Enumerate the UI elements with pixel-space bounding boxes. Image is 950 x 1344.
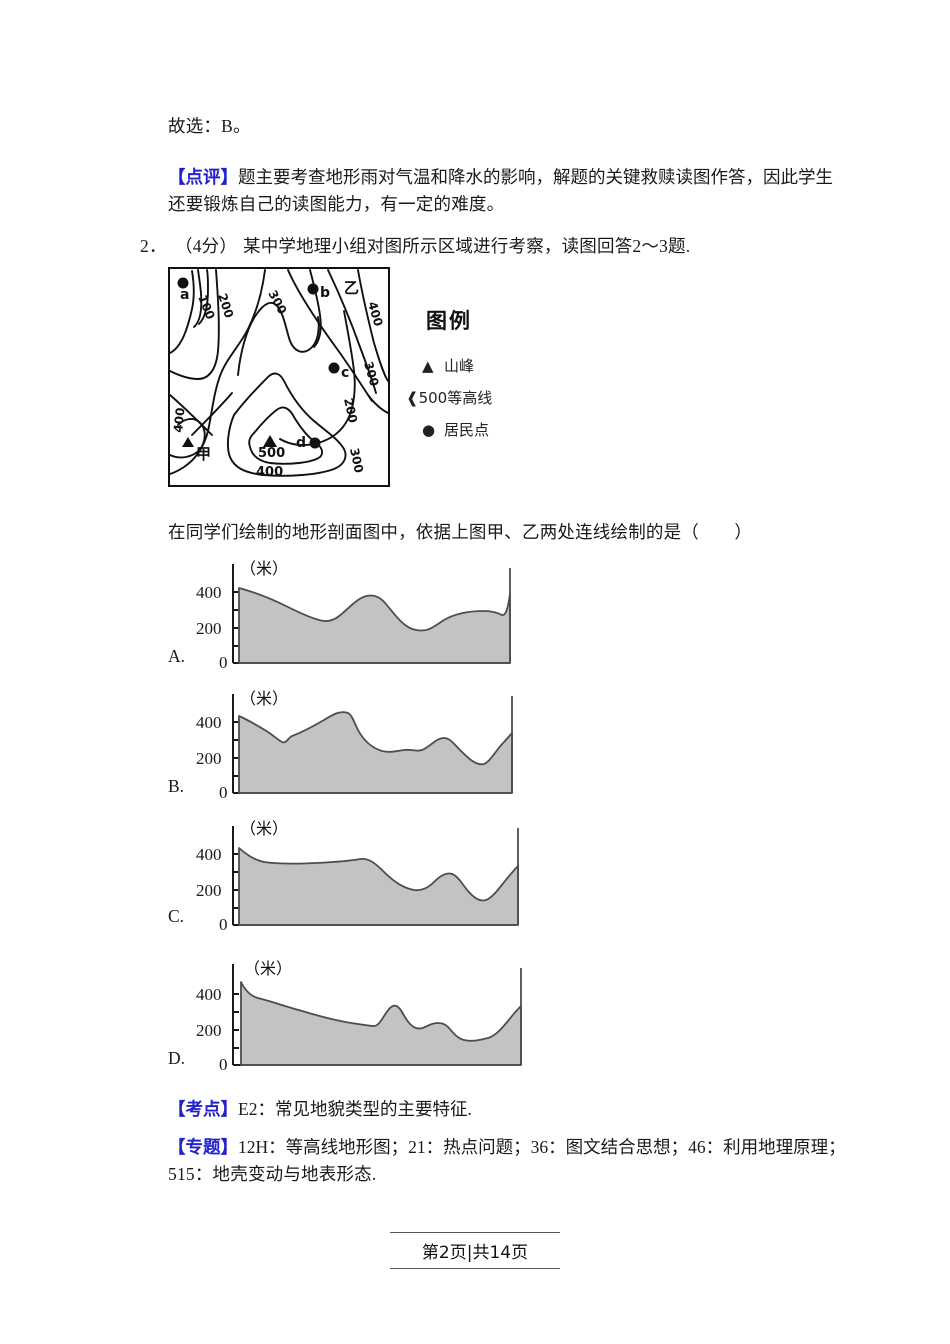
question-text: 某中学地理小组对图所示区域进行考察，读图回答2～3题.: [243, 236, 691, 256]
page-footer: 第2页|共14页: [421, 1243, 529, 1263]
chart-c-ylabel: （米）: [240, 819, 288, 838]
option-label-b: B.: [168, 776, 185, 796]
zhuanti-text-line1: 12H：等高线地形图；21：热点问题；36：图文结合思想；46：利用地理原理；: [238, 1137, 846, 1157]
legend-item-peak: ▲ 山峰: [422, 355, 474, 376]
contour-map-figure: 100 200 300 400 300 200 300 400 500 400 …: [168, 267, 390, 487]
zhuanti-line: 【专题】12H：等高线地形图；21：热点问题；36：图文结合思想；46：利用地理…: [168, 1128, 846, 1166]
svg-text:d: d: [296, 435, 306, 451]
svg-text:400: 400: [256, 465, 283, 480]
footer-rule-top: [390, 1232, 560, 1233]
comment-text-line1: 题主要考查地形雨对气温和降水的影响，解题的关键救赎读图作答，因此学生: [238, 167, 833, 187]
legend-value-contour: 500: [418, 389, 448, 407]
answer-line: 故选：B。: [168, 116, 251, 136]
svg-text:300: 300: [347, 447, 366, 474]
kaodian-line: 【考点】E2：常见地貌类型的主要特征.: [168, 1090, 472, 1128]
chart-b-ylabel: （米）: [240, 689, 288, 708]
contour-line-icon: ❰: [406, 389, 419, 407]
svg-text:400: 400: [365, 300, 385, 328]
zhuanti-text-line2: 515：地壳变动与地表形态.: [168, 1164, 377, 1184]
chart-a-ytick-200: 200: [196, 619, 222, 638]
svg-text:c: c: [341, 365, 349, 381]
triangle-peak-icon: ▲: [422, 357, 434, 375]
option-label-c: C.: [168, 906, 185, 926]
chart-b-area: [238, 711, 513, 794]
kaodian-text: E2：常见地貌类型的主要特征.: [238, 1099, 472, 1119]
kaodian-tag: 【考点】: [168, 1099, 238, 1119]
svg-text:乙: 乙: [344, 279, 359, 297]
footer-rule-bottom: [390, 1268, 560, 1269]
option-label-a: A.: [168, 646, 186, 666]
legend-item-settlement: ● 居民点: [422, 419, 489, 440]
svg-text:a: a: [180, 287, 189, 303]
option-label-d: D.: [168, 1048, 186, 1068]
chart-d-area: [240, 981, 522, 1066]
map-legend: 图例 ▲ 山峰 ❰500等高线 ● 居民点: [404, 305, 534, 445]
chart-d-ytick-400: 400: [196, 985, 222, 1004]
comment-tag: 【点评】: [168, 167, 238, 187]
chart-d-ylabel: （米）: [244, 959, 292, 978]
chart-b-ytick-200: 200: [196, 749, 222, 768]
profile-chart-b: （米） 400 200 0: [192, 688, 532, 806]
chart-c-ytick-400: 400: [196, 845, 222, 864]
dot-settlement-icon: ●: [422, 421, 436, 439]
chart-d-ytick-200: 200: [196, 1021, 222, 1040]
profile-chart-a: （米） 400 200 0: [192, 558, 532, 676]
zhuanti-tag: 【专题】: [168, 1137, 238, 1157]
svg-text:300: 300: [361, 360, 381, 388]
chart-b-ytick-0: 0: [219, 783, 228, 802]
legend-label-contour: 等高线: [447, 389, 493, 407]
legend-label-settlement: 居民点: [444, 421, 490, 439]
svg-text:400: 400: [171, 407, 188, 433]
svg-text:500: 500: [258, 446, 285, 461]
chart-b-ytick-400: 400: [196, 713, 222, 732]
legend-title: 图例: [426, 309, 472, 333]
profile-chart-c: （米） 400 200 0: [192, 818, 532, 936]
comment-block: 【点评】题主要考查地形雨对气温和降水的影响，解题的关键救赎读图作答，因此学生: [168, 158, 888, 196]
legend-item-contour: ❰500等高线: [406, 387, 492, 408]
chart-c-area: [238, 847, 519, 926]
svg-text:200: 200: [341, 397, 360, 424]
chart-c-ytick-200: 200: [196, 881, 222, 900]
profile-chart-d: （米） 400 200 0: [192, 952, 532, 1074]
question-points: （4分）: [175, 236, 238, 256]
chart-d-ytick-0: 0: [219, 1055, 228, 1074]
chart-a-ylabel: （米）: [240, 559, 288, 578]
legend-label-peak: 山峰: [444, 357, 475, 375]
chart-a-ytick-0: 0: [219, 653, 228, 672]
chart-a-area: [238, 587, 511, 664]
svg-text:甲: 甲: [196, 445, 211, 463]
chart-a-ytick-400: 400: [196, 583, 222, 602]
chart-c-ytick-0: 0: [219, 915, 228, 934]
question-number: 2．: [140, 236, 167, 256]
comment-text-line2: 还要锻炼自己的读图能力，有一定的难度。: [168, 194, 505, 214]
svg-text:b: b: [320, 285, 330, 301]
prompt-text: 在同学们绘制的地形剖面图中，依据上图甲、乙两处连线绘制的是（ ）: [168, 522, 753, 542]
